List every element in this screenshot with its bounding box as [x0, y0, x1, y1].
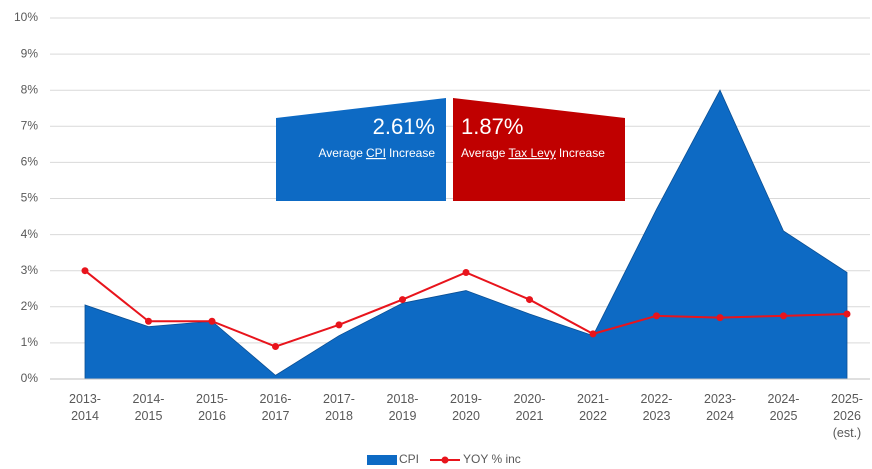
- y-tick-label: 5%: [21, 191, 39, 205]
- y-tick-label: 8%: [21, 82, 39, 96]
- y-tick-label: 1%: [21, 335, 39, 349]
- callout-term: Tax Levy: [508, 146, 555, 160]
- yoy-marker: [780, 312, 787, 320]
- x-tick-label: 2018- 2019: [386, 392, 419, 423]
- yoy-marker: [589, 330, 597, 338]
- y-tick-label: 10%: [14, 10, 38, 24]
- x-tick-label: 2022- 2023: [640, 392, 673, 423]
- x-tick-label: 2021- 2022: [577, 392, 609, 423]
- x-tick-label: 2014- 2015: [132, 392, 165, 423]
- yoy-marker: [399, 296, 406, 304]
- cpi-area: [84, 89, 848, 380]
- yoy-marker: [272, 343, 279, 351]
- y-tick-label: 0%: [21, 371, 39, 385]
- y-tick-label: 4%: [21, 227, 39, 241]
- callout-value: 2.61%: [373, 114, 435, 139]
- x-tick-label: 2017- 2018: [323, 392, 355, 423]
- callout-prefix: Average: [461, 146, 506, 160]
- yoy-marker: [335, 321, 343, 329]
- yoy-marker: [653, 312, 660, 320]
- legend-label: YOY % inc: [463, 452, 521, 466]
- yoy-marker: [843, 310, 851, 318]
- legend-swatch: [441, 456, 449, 464]
- callout-label: Average CPI Increase: [318, 146, 435, 160]
- yoy-marker: [462, 269, 470, 277]
- callout-suffix: Increase: [559, 146, 605, 160]
- legend-label: CPI: [399, 452, 419, 466]
- y-tick-label: 9%: [21, 46, 39, 60]
- yoy-marker: [526, 296, 533, 304]
- yoy-marker: [81, 267, 89, 275]
- x-tick-label: 2020- 2021: [513, 392, 546, 423]
- y-tick-label: 6%: [21, 155, 39, 169]
- x-tick-label: 2024- 2025: [767, 392, 800, 423]
- y-tick-label: 3%: [21, 263, 39, 277]
- legend-swatch: [367, 455, 397, 465]
- x-tick-label: 2016- 2017: [259, 392, 292, 423]
- x-tick-label: 2023- 2024: [704, 392, 736, 423]
- x-tick-label: 2015- 2016: [196, 392, 228, 423]
- callout-prefix: Average: [318, 146, 363, 160]
- x-tick-label: 2013- 2014: [69, 392, 101, 423]
- callout-suffix: Increase: [389, 146, 435, 160]
- yoy-marker: [208, 317, 216, 325]
- callout-box: [276, 98, 446, 201]
- callout-label: Average Tax Levy Increase: [461, 146, 605, 160]
- x-tick-label: 2025- 2026 (est.): [831, 392, 863, 440]
- callout-value: 1.87%: [461, 114, 523, 139]
- yoy-marker: [716, 314, 724, 322]
- yoy-marker: [145, 317, 152, 325]
- x-tick-label: 2019- 2020: [450, 392, 482, 423]
- y-tick-label: 7%: [21, 118, 39, 132]
- callout-box: [453, 98, 625, 201]
- y-tick-label: 2%: [21, 299, 39, 313]
- callout-term: CPI: [366, 146, 386, 160]
